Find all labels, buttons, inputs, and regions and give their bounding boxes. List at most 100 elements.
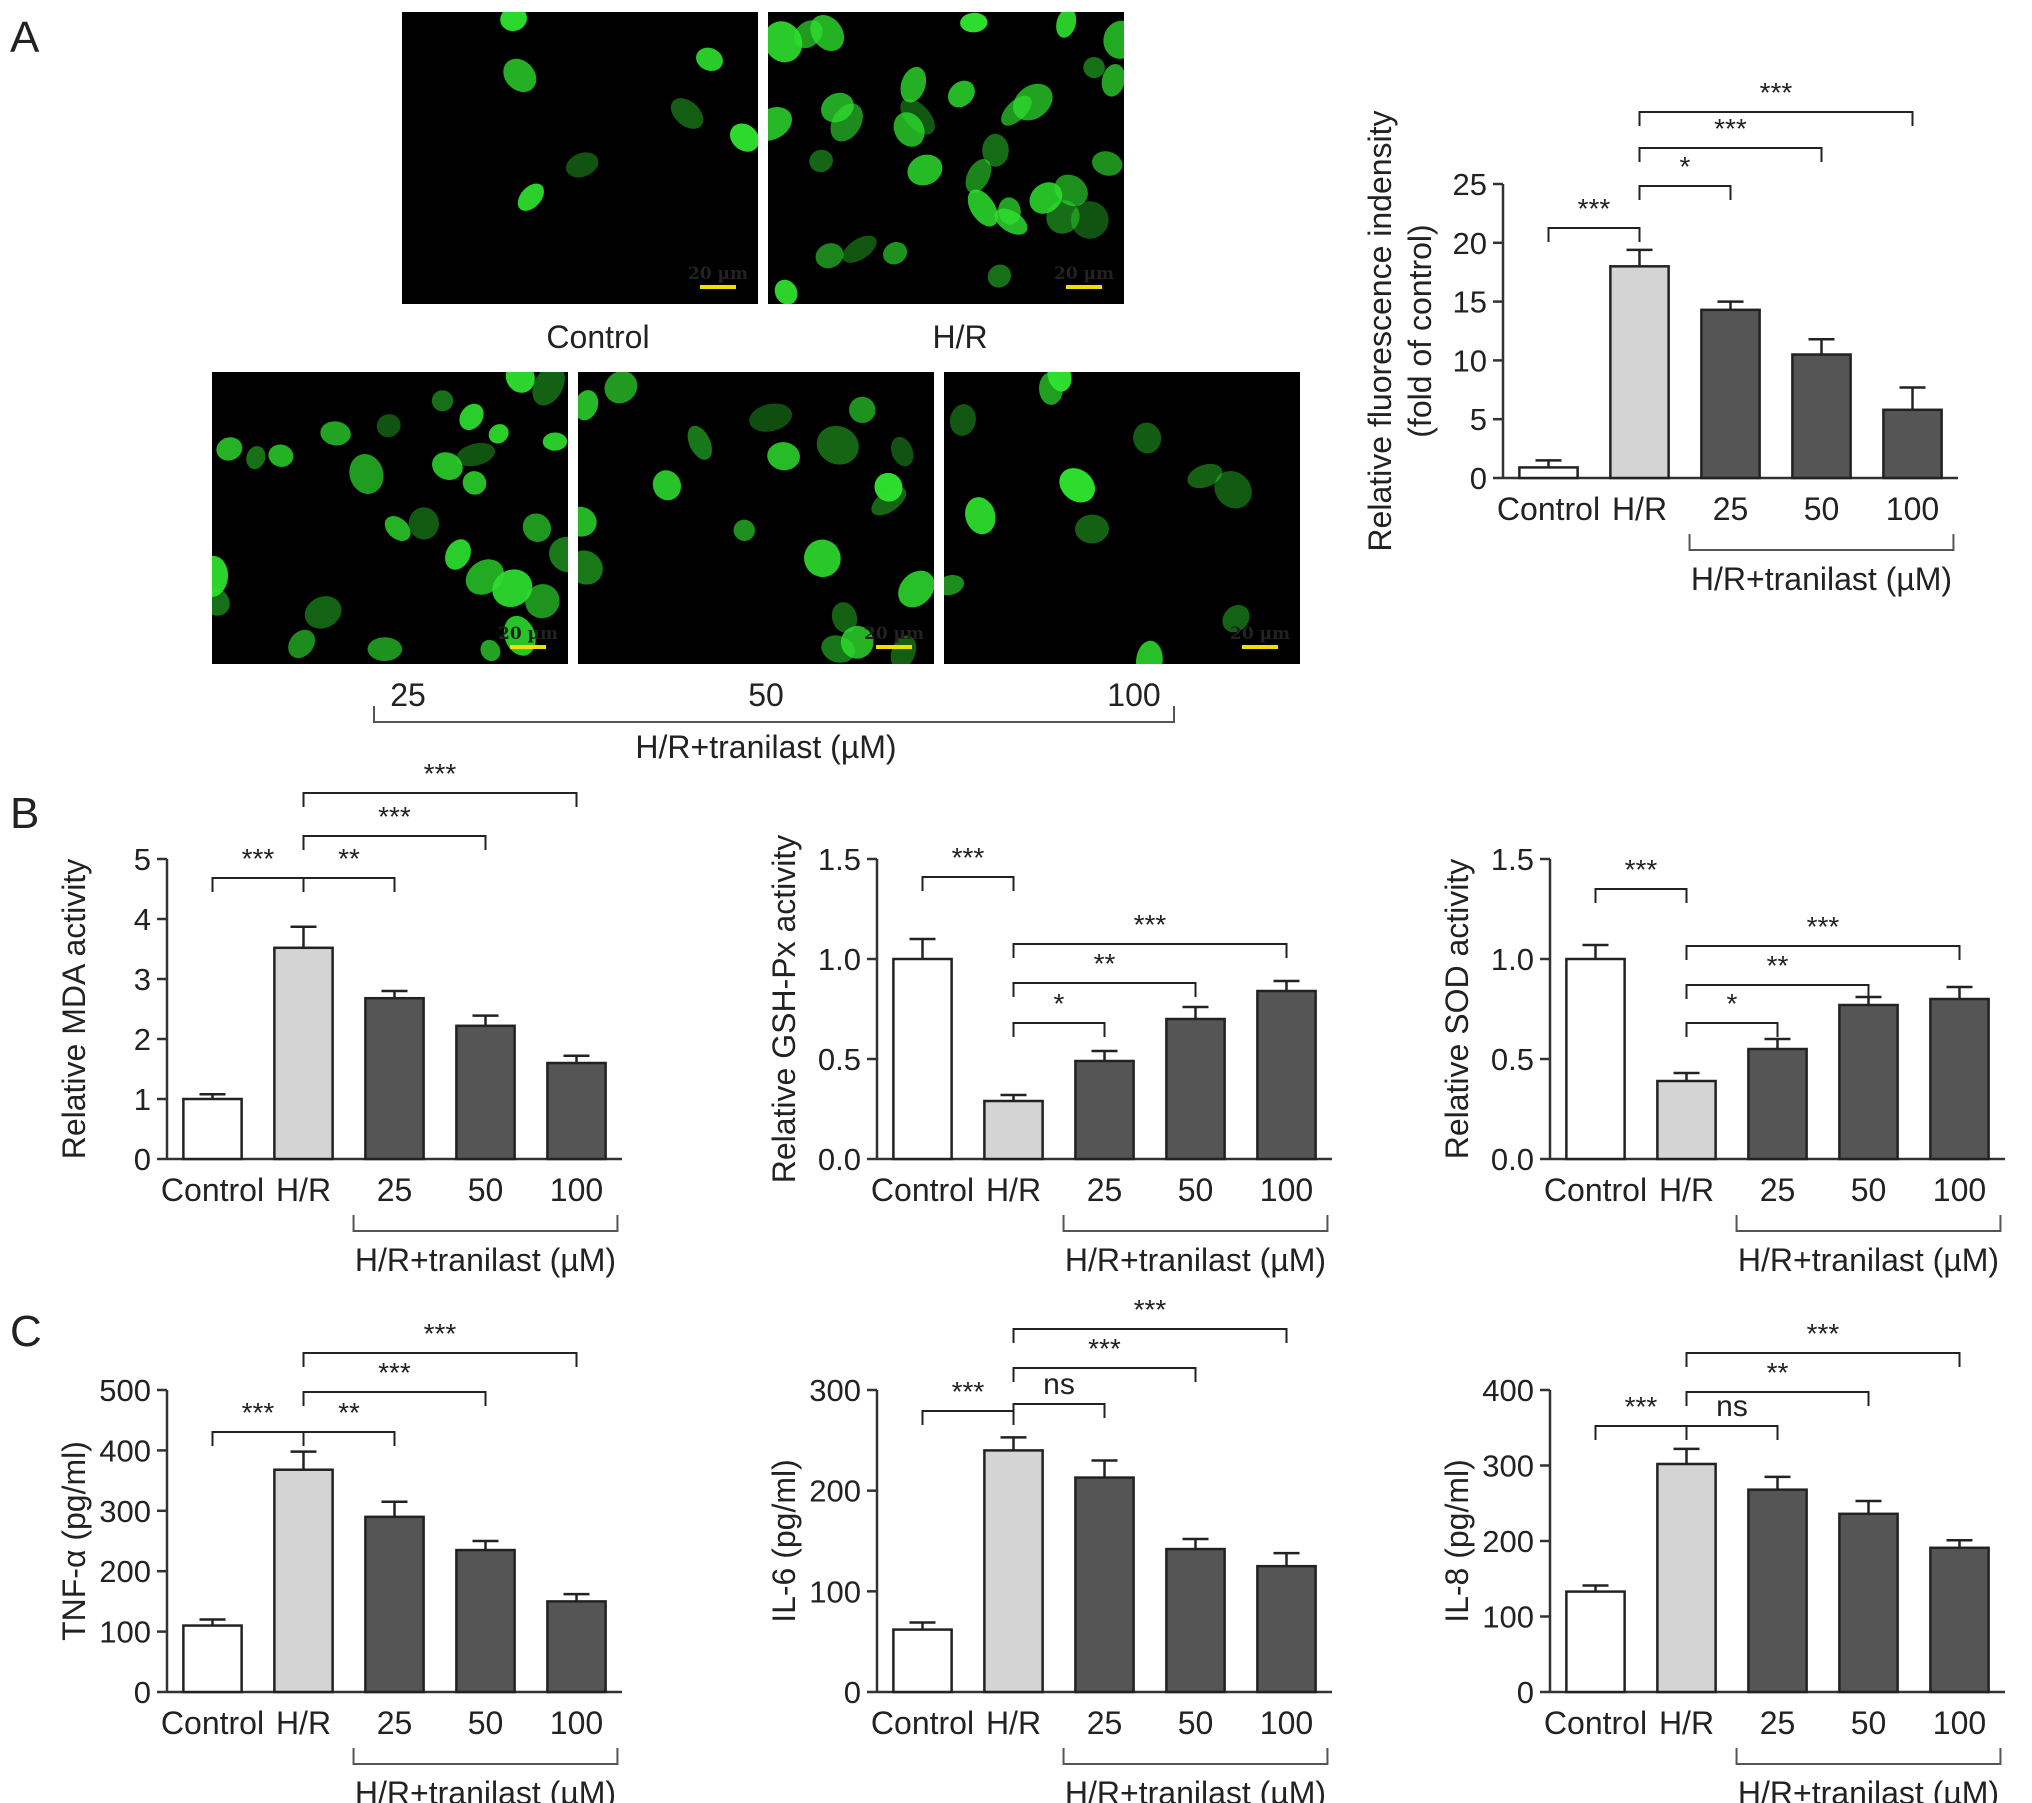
cell: [947, 80, 975, 108]
cell: [842, 235, 877, 263]
micrograph-50: 20 µm: [578, 372, 934, 664]
cell: [320, 421, 351, 446]
bar-100: [546, 1600, 607, 1694]
micrograph-control: 20 µm: [402, 12, 758, 304]
cell: [890, 436, 914, 467]
bar-H/R: [1609, 265, 1670, 480]
significance-bracket: [1012, 1367, 1197, 1382]
cell: [1136, 640, 1163, 664]
cell: [578, 390, 599, 421]
chart-5: 0 100 200 300 IL-6 (pg/ml) Control H/R 25 50 100 H…: [766, 1294, 1332, 1803]
cell: [965, 158, 992, 194]
y-tick-label: 10: [1453, 343, 1487, 378]
x-tick-label: 100: [1260, 1172, 1313, 1208]
cell: [1054, 174, 1088, 207]
cell: [212, 555, 229, 598]
y-axis-label: Relative SOD activity: [1439, 859, 1475, 1160]
scale-bar-hr: [1066, 285, 1102, 289]
cell: [349, 454, 384, 494]
y-tick-label: 100: [809, 1574, 861, 1609]
x-tick-label: H/R: [1612, 491, 1667, 527]
bar-25: [1747, 1488, 1808, 1694]
cell: [1056, 12, 1077, 38]
x-tick-label: 50: [1804, 491, 1840, 527]
cell: [367, 637, 403, 661]
cell: [893, 112, 925, 147]
cell: [1046, 200, 1080, 234]
significance-bracket: [302, 1352, 578, 1367]
cell: [982, 133, 1009, 167]
cell: [578, 506, 597, 537]
cell: [445, 539, 471, 570]
cell: [815, 243, 844, 269]
micrograph-25: 20 µm: [212, 372, 568, 664]
cell: [384, 516, 411, 541]
x-tick-label: 50: [1851, 1705, 1887, 1741]
cell: [944, 575, 965, 596]
y-axis-label: IL-6 (pg/ml): [766, 1459, 802, 1623]
bar-Control: [182, 1624, 243, 1694]
group-bracket: [352, 1215, 619, 1232]
significance-bracket: [1638, 147, 1823, 162]
significance-bracket: [1685, 984, 1870, 999]
cell: [960, 12, 988, 33]
x-tick-label: 50: [468, 1172, 504, 1208]
bar-50: [455, 1548, 516, 1694]
significance-label: ***: [1625, 854, 1658, 885]
cell: [1103, 20, 1124, 59]
significance-label: **: [1767, 1357, 1789, 1388]
cell: [871, 486, 907, 516]
cell: [907, 154, 943, 186]
cell: [578, 550, 603, 585]
bar-H/R: [983, 1449, 1044, 1694]
group-bracket: [1735, 1215, 2002, 1232]
significance-bracket: [1638, 111, 1914, 126]
group-label: H/R+tranilast (µM): [355, 1242, 616, 1278]
cell: [304, 596, 342, 629]
micrograph-100: 20 µm: [944, 372, 1300, 664]
micrograph-50-cells: 20 µm: [578, 372, 934, 664]
significance-bracket: [921, 1410, 1015, 1425]
significance-label: **: [1767, 950, 1789, 981]
y-axis-label: TNF-α (pg/ml): [56, 1441, 92, 1641]
significance-bracket: [1685, 1425, 1779, 1440]
group-label: H/R+tranilast (µM): [1065, 1242, 1326, 1278]
scale-bar-control: [700, 285, 736, 289]
bar-H/R: [273, 946, 334, 1161]
bar-25: [1074, 1476, 1135, 1694]
significance-bracket: [1012, 1403, 1106, 1418]
cell: [1187, 463, 1223, 489]
x-tick-label: Control: [871, 1172, 974, 1208]
chart-0: 0 5 10 15 20 25 Relative fluorescence indensit…: [1362, 77, 1958, 597]
x-tick-label: 50: [468, 1705, 504, 1741]
bar-50: [1165, 1017, 1226, 1161]
bar-Control: [182, 1097, 243, 1161]
cell: [821, 635, 855, 663]
x-tick-label: 100: [1933, 1705, 1986, 1741]
cell: [216, 437, 243, 461]
significance-label: **: [338, 1397, 360, 1428]
cell: [212, 586, 230, 616]
cell: [900, 98, 935, 135]
micrograph-label-control: Control: [546, 319, 649, 355]
x-tick-label: H/R: [276, 1172, 331, 1208]
significance-label: ***: [1714, 113, 1747, 144]
significance-label: **: [338, 843, 360, 874]
bar-100: [1929, 997, 1990, 1161]
scale-bar-label-control: 20 µm: [688, 264, 748, 284]
x-tick-label: 100: [1886, 491, 1939, 527]
cell: [749, 403, 793, 432]
significance-label: ***: [242, 1397, 275, 1428]
x-tick-label: H/R: [1659, 1705, 1714, 1741]
x-tick-label: Control: [161, 1172, 264, 1208]
y-tick-label: 1: [134, 1082, 151, 1117]
y-axis-label-line: (fold of control): [1402, 224, 1438, 437]
cell: [268, 444, 294, 467]
scale-bar-50: [876, 645, 912, 649]
chart-3: 0.0 0.5 1.0 1.5 Relative SOD activity Control…: [1439, 842, 2005, 1278]
significance-label: ns: [1043, 1368, 1075, 1401]
y-axis-label-line: TNF-α (pg/ml): [56, 1441, 92, 1641]
y-axis-label-line: Relative MDA activity: [56, 859, 92, 1160]
cell: [462, 471, 487, 495]
